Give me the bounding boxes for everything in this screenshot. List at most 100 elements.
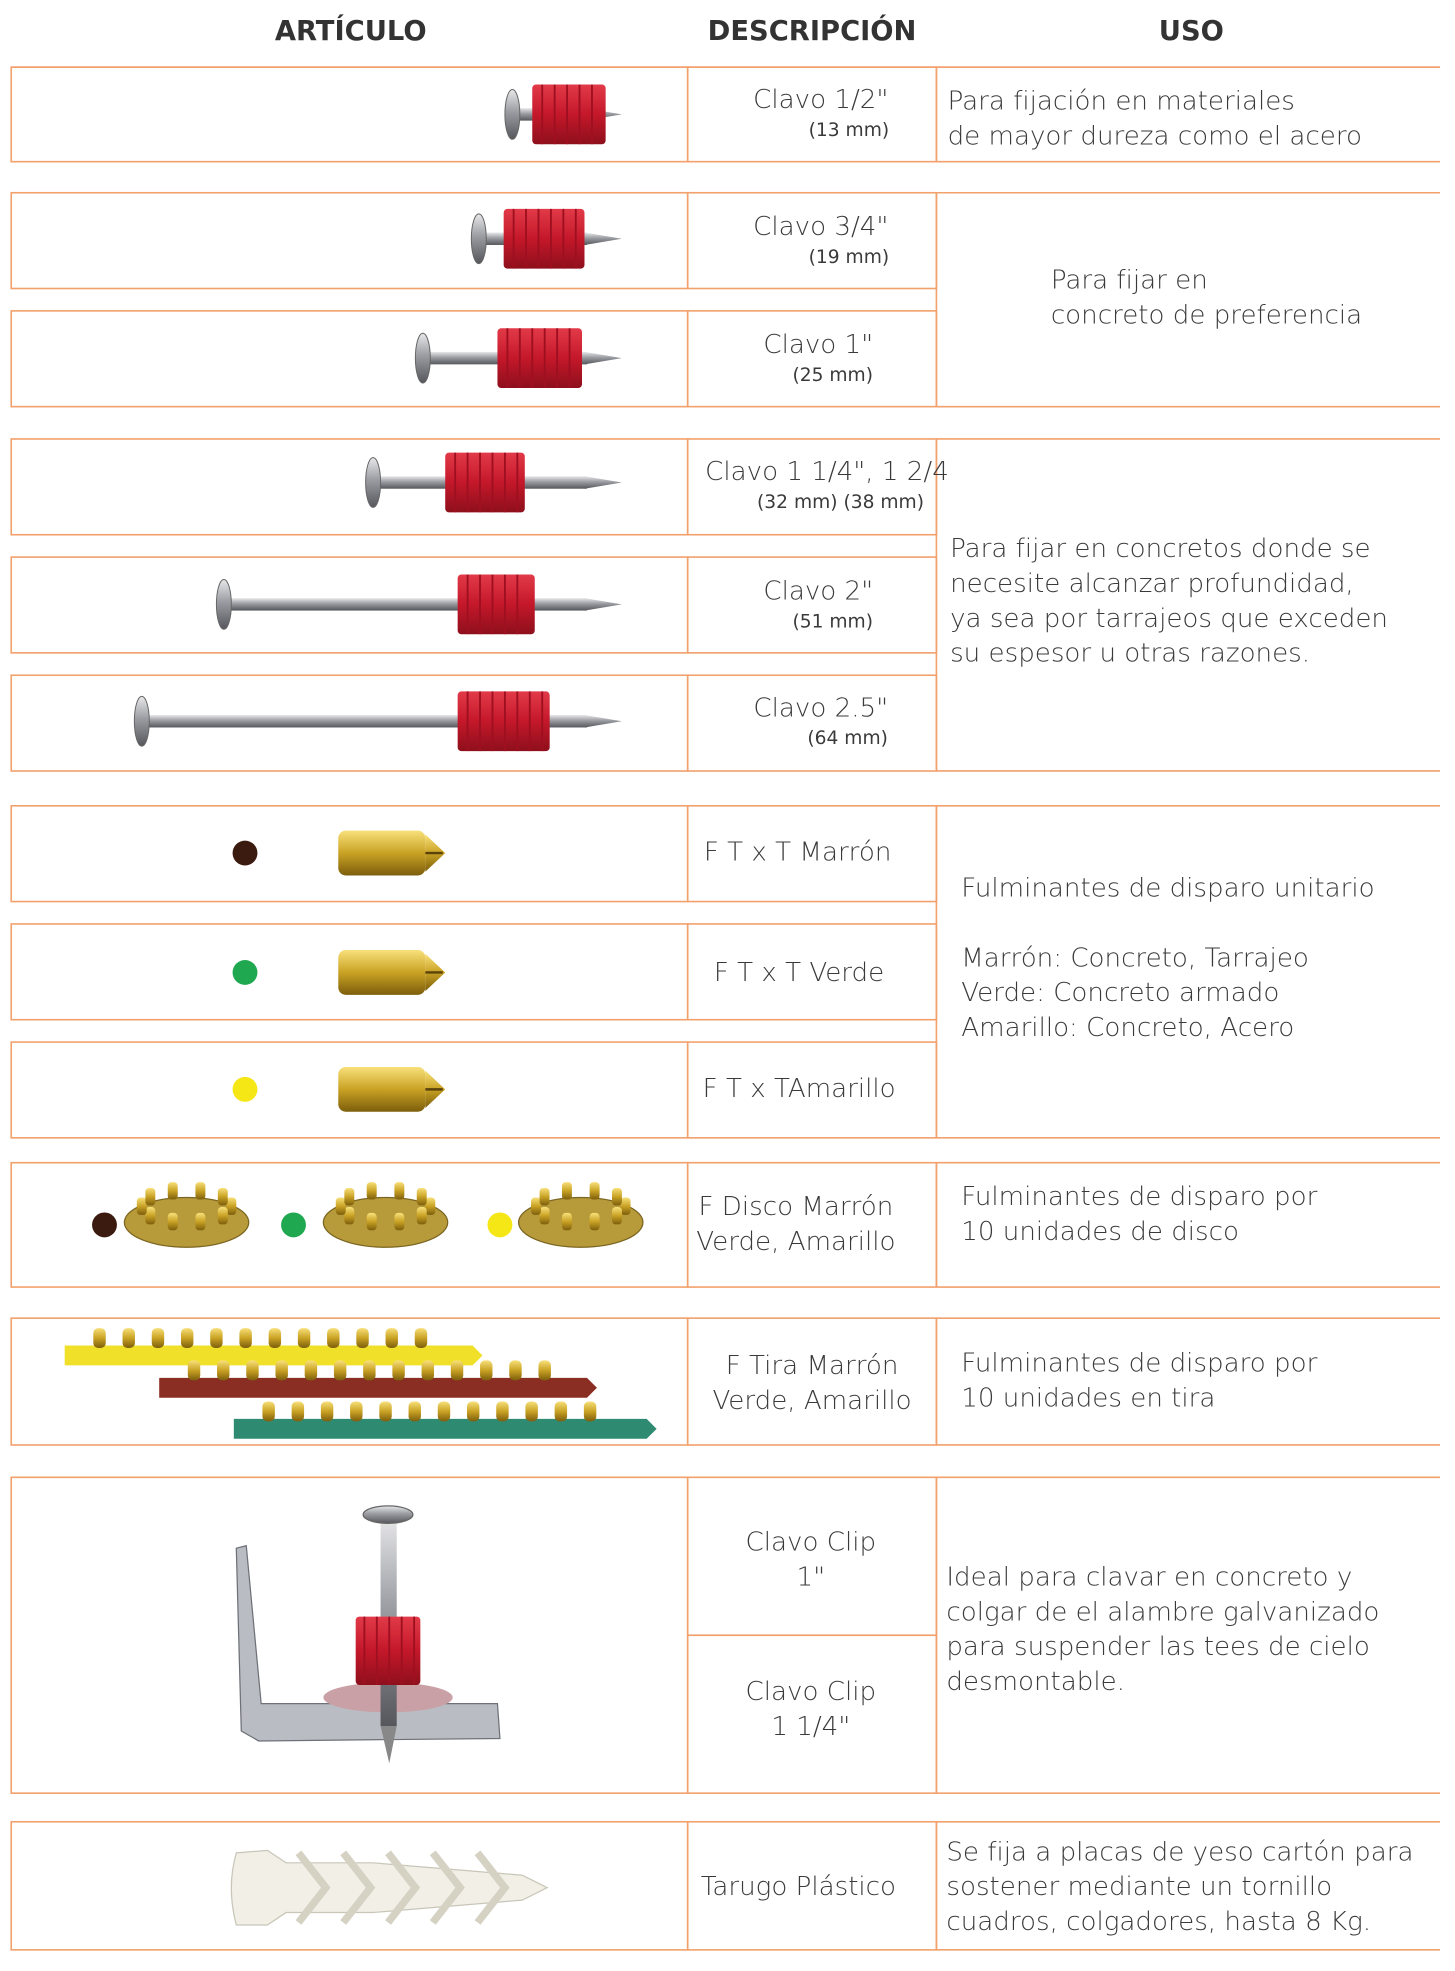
plug-thread — [295, 1850, 331, 1925]
disc-cartridge — [561, 1212, 572, 1231]
description-text: F T x T Marrón — [704, 838, 892, 868]
nail-head — [133, 695, 150, 747]
cartridge-image — [338, 830, 446, 876]
strip-band — [64, 1345, 483, 1366]
disc-cartridge — [612, 1188, 622, 1206]
plug-thread — [340, 1850, 376, 1925]
nail-head — [414, 332, 431, 384]
color-dot — [487, 1212, 513, 1238]
plug-thread — [385, 1850, 421, 1925]
nail-sleeve — [503, 208, 585, 269]
description-text: Clavo 1/2" — [753, 85, 888, 115]
description-text: Tarugo Plástico — [701, 1872, 896, 1902]
uso-text: Verde: Concreto armado — [961, 978, 1279, 1008]
strip-image — [159, 1360, 597, 1398]
cartridge-body — [338, 1066, 426, 1112]
strip-cartridge — [408, 1401, 421, 1422]
uso-text: de mayor dureza como el acero — [948, 121, 1362, 151]
clip-sleeve — [355, 1616, 421, 1685]
plug-thread — [429, 1850, 465, 1925]
disc-cartridge — [561, 1182, 572, 1200]
strip-cartridge — [93, 1328, 106, 1348]
uso-text: colgar de el alambre galvanizado — [946, 1597, 1379, 1627]
cartridge-body — [338, 830, 426, 876]
uso-text: Fulminantes de disparo por — [961, 1349, 1317, 1379]
description-text: F Tira Marrón — [726, 1351, 899, 1381]
header-descripcion: DESCRIPCIÓN — [708, 15, 917, 47]
description-text: Clavo Clip — [746, 1528, 877, 1558]
description-cell-border — [686, 923, 938, 1021]
header-articulo: ARTÍCULO — [275, 15, 427, 47]
cartridge-body — [338, 950, 426, 995]
uso-text: para suspender las tees de cielo — [946, 1632, 1369, 1662]
description-text: Clavo 1 1/4", 1 2/4 — [705, 457, 949, 487]
nail-sleeve — [445, 452, 525, 513]
strip-cartridge — [151, 1328, 165, 1348]
strip-image — [64, 1328, 483, 1366]
nail-tip — [584, 351, 622, 365]
color-dot — [281, 1212, 306, 1238]
disc-cartridge — [145, 1207, 156, 1225]
header-uso: USO — [1159, 16, 1224, 47]
uso-text: sostener mediante un tornillo — [946, 1872, 1332, 1902]
description-text: (64 mm) — [807, 728, 888, 749]
disc-cartridge — [167, 1212, 178, 1231]
nail-image — [133, 691, 622, 752]
nail-tip — [584, 232, 622, 245]
disc-cartridge — [612, 1207, 622, 1225]
description-cell-border — [686, 1820, 938, 1951]
description-cell-border — [686, 805, 938, 903]
description-text: (19 mm) — [809, 247, 890, 268]
color-dot — [232, 840, 258, 866]
strip-band — [233, 1418, 657, 1439]
description-text: F T x TAmarillo — [703, 1074, 896, 1104]
strip-cartridge — [327, 1328, 340, 1348]
disc-cartridge — [394, 1212, 405, 1231]
uso-text: desmontable. — [946, 1667, 1125, 1697]
plug-image — [230, 1849, 549, 1926]
strip-cartridge — [262, 1401, 275, 1422]
nail-sleeve — [457, 691, 550, 752]
strip-band — [159, 1377, 597, 1398]
disc-plate — [123, 1196, 250, 1248]
nail-sleeve — [497, 328, 583, 388]
nail-head — [365, 457, 382, 508]
clip-tip — [380, 1726, 397, 1764]
disc-cartridge — [195, 1182, 206, 1200]
description-cell-border — [686, 1634, 938, 1794]
strip-cartridge — [187, 1360, 201, 1381]
description-text: Clavo 2" — [763, 576, 873, 606]
description-text: 1 1/4" — [771, 1712, 850, 1742]
disc-cartridge — [226, 1197, 237, 1215]
disc-cartridge — [539, 1188, 550, 1206]
strip-cartridge — [525, 1401, 538, 1422]
nail-tip — [584, 715, 622, 728]
strip-cartridge — [363, 1360, 376, 1381]
uso-text: concreto de preferencia — [1051, 300, 1362, 330]
nail-image — [470, 208, 622, 269]
disc-plate — [322, 1196, 449, 1248]
uso-text: su espesor u otras razones. — [950, 639, 1310, 669]
strip-image — [233, 1401, 657, 1439]
nail-tip — [584, 476, 622, 489]
article-cell-border — [10, 1476, 689, 1794]
description-text: Clavo 2.5" — [753, 693, 888, 723]
uso-text: Fulminantes de disparo unitario — [961, 874, 1374, 904]
uso-text: necesite alcanzar profundidad, — [950, 569, 1354, 599]
description-text: Verde, Amarillo — [696, 1227, 895, 1257]
strip-cartridge — [583, 1401, 597, 1422]
description-text: (13 mm) — [809, 120, 890, 141]
strip-cartridge — [304, 1360, 318, 1381]
strip-cartridge — [538, 1360, 551, 1381]
strip-cartridge — [437, 1401, 451, 1422]
nail-image — [365, 452, 622, 513]
uso-text: 10 unidades en tira — [961, 1383, 1215, 1413]
description-text: Clavo Clip — [746, 1677, 877, 1707]
strip-cartridge — [480, 1360, 493, 1381]
description-cell-border — [686, 1317, 938, 1446]
strip-cartridge — [180, 1328, 194, 1348]
plug-thread — [474, 1850, 510, 1925]
description-text: (32 mm) (38 mm) — [757, 492, 924, 513]
clip-bracket — [235, 1544, 501, 1742]
